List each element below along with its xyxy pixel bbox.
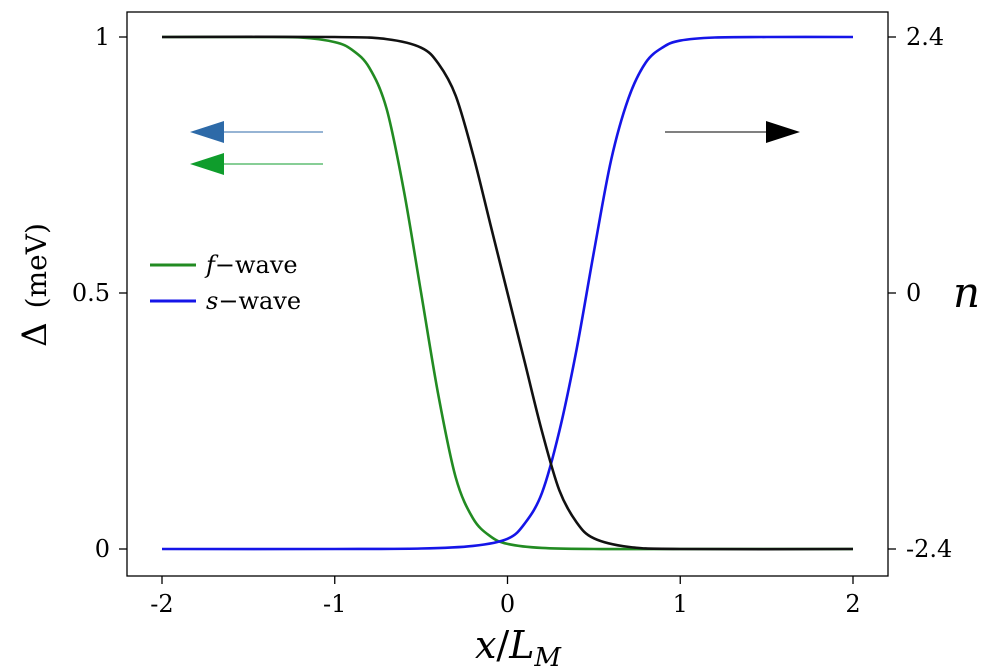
x-tick-label-1: -1 bbox=[323, 590, 346, 618]
y-left-tick-label-2: 1 bbox=[95, 23, 110, 51]
series-lines bbox=[161, 35, 854, 551]
legend-label-s-wave: s−wave bbox=[206, 287, 301, 315]
black-arrow-head bbox=[766, 121, 800, 143]
series-line-f-wave bbox=[161, 35, 853, 551]
x-tick-label-3: 1 bbox=[673, 590, 688, 618]
y-left-tick-label-1: 0.5 bbox=[72, 279, 110, 307]
y-right-axis-label: n bbox=[953, 268, 980, 317]
green-arrow-head bbox=[190, 153, 224, 175]
y-left-axis-label: Δ(meV) bbox=[15, 223, 55, 347]
x-tick-label-4: 2 bbox=[845, 590, 860, 618]
y-right-tick-label-2: 2.4 bbox=[906, 23, 944, 51]
series-line-n bbox=[161, 35, 854, 551]
direction-arrows bbox=[190, 121, 800, 175]
y-left-tick-label-0: 0 bbox=[95, 535, 110, 563]
blue-arrow-head bbox=[190, 121, 224, 143]
axis-ticks: -2 -1 0 1 2 0 0.5 1 -2.4 0 2.4 bbox=[72, 23, 952, 618]
legend-label-f-wave: f−wave bbox=[204, 251, 298, 279]
x-tick-label-2: 0 bbox=[500, 590, 515, 618]
y-right-tick-label-0: -2.4 bbox=[906, 535, 952, 563]
y-right-tick-label-1: 0 bbox=[906, 279, 921, 307]
x-tick-label-0: -2 bbox=[150, 590, 173, 618]
x-axis-label: x/LM bbox=[475, 623, 562, 669]
legend: f−wave s−wave bbox=[150, 251, 301, 315]
series-line-s-wave bbox=[161, 35, 854, 551]
